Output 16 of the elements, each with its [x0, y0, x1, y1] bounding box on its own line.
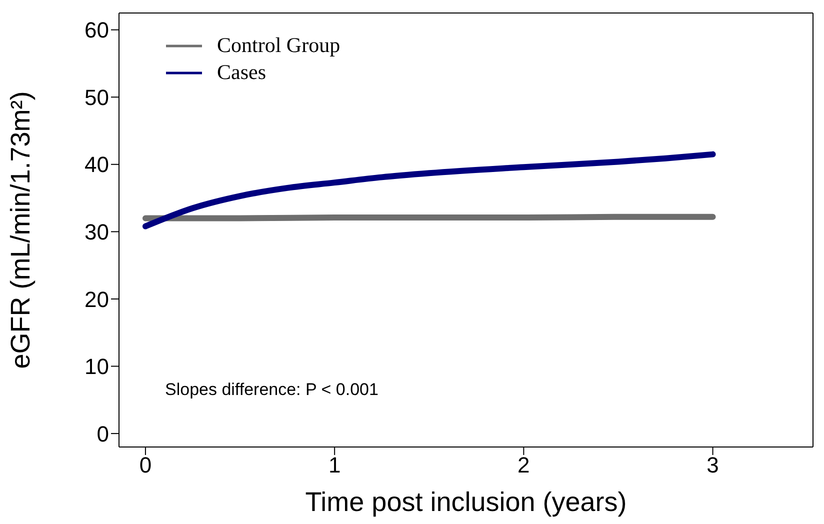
y-tick-label: 0	[96, 421, 109, 446]
y-axis-title: eGFR (mL/min/1.73m²)	[6, 91, 36, 369]
x-tick-label: 2	[518, 452, 530, 478]
x-axis-title: Time post inclusion (years)	[305, 487, 627, 517]
x-tick-label: 0	[139, 452, 152, 478]
y-tick-label: 20	[84, 286, 109, 312]
x-tick-label: 3	[706, 452, 719, 478]
y-tick-label: 30	[84, 219, 109, 244]
legend-label: Control Group	[217, 32, 340, 59]
annotation: Slopes difference: P < 0.001	[165, 380, 378, 400]
y-tick-label: 50	[84, 84, 109, 110]
x-tick-label: 1	[328, 452, 341, 478]
y-tick-label: 10	[84, 354, 109, 380]
y-tick-label: 60	[84, 18, 109, 43]
legend-label: Cases	[217, 59, 266, 86]
y-tick-label: 40	[84, 152, 109, 178]
